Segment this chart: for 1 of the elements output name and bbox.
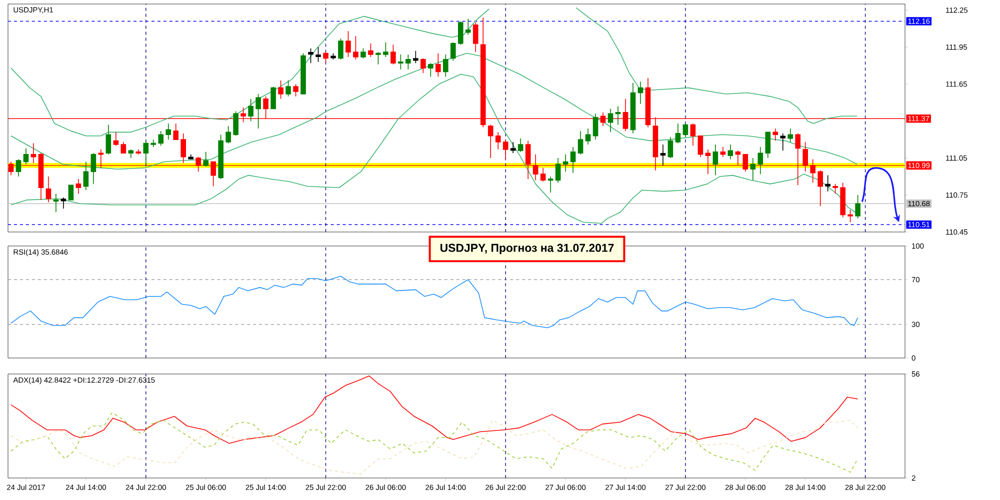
annotation: USDJPY, Прогноз на 31.07.2017 [440, 244, 614, 254]
